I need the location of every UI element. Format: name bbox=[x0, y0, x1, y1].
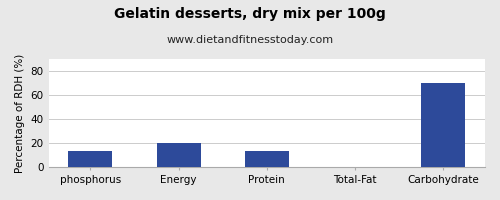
Text: Gelatin desserts, dry mix per 100g: Gelatin desserts, dry mix per 100g bbox=[114, 7, 386, 21]
Bar bbox=[244, 151, 289, 167]
Bar bbox=[421, 83, 465, 167]
Y-axis label: Percentage of RDH (%): Percentage of RDH (%) bbox=[15, 54, 25, 173]
Bar bbox=[156, 143, 200, 167]
Bar bbox=[68, 151, 112, 167]
Text: www.dietandfitnesstoday.com: www.dietandfitnesstoday.com bbox=[166, 35, 334, 45]
